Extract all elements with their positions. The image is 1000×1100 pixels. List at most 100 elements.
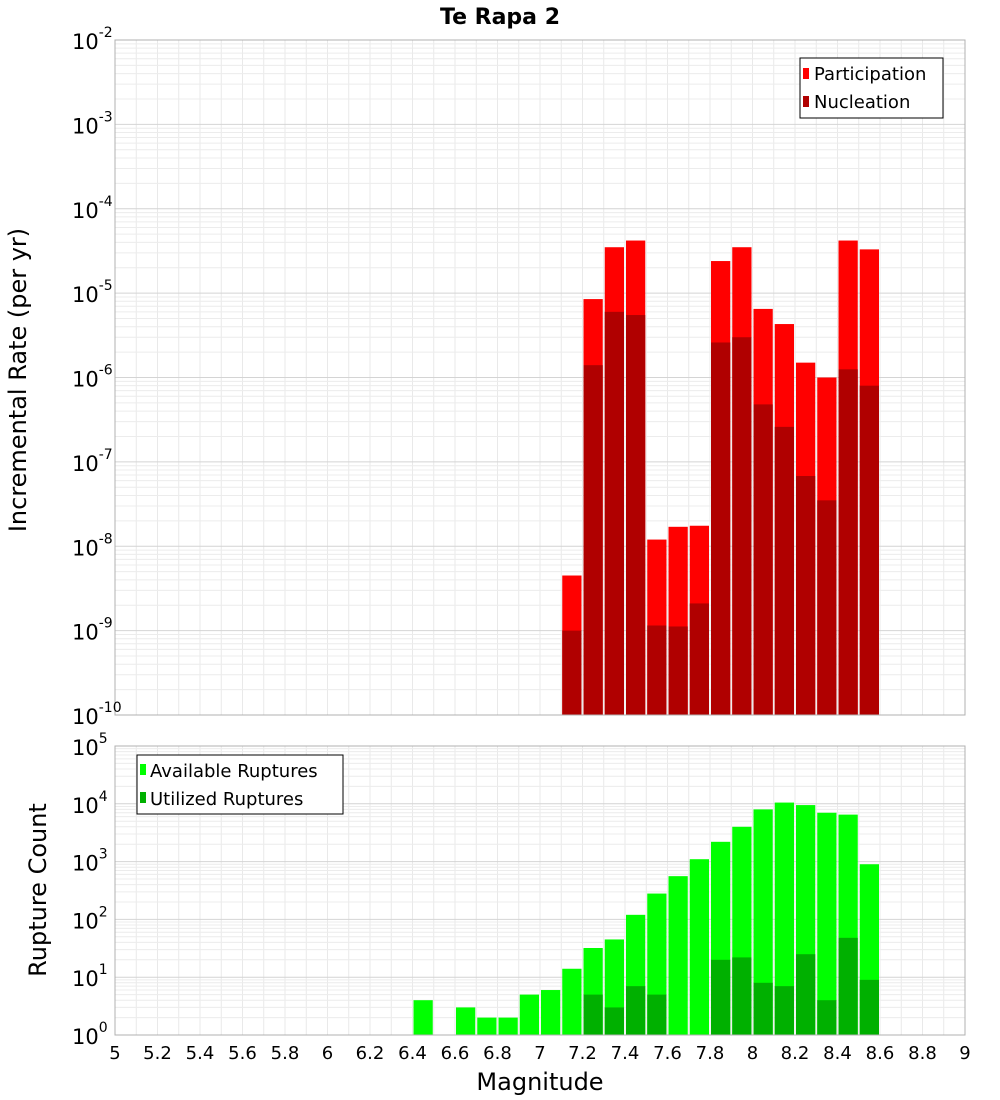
- x-tick-label: 6.4: [398, 1043, 427, 1064]
- bar-available-ruptures: [498, 1017, 518, 1035]
- x-tick-label: 8.6: [866, 1043, 895, 1064]
- count-legend: Available Ruptures Utilized Ruptures: [136, 754, 344, 815]
- bar-nucleation: [562, 630, 582, 715]
- legend-label-utilized: Utilized Ruptures: [150, 789, 303, 810]
- count-y-axis-label: Rupture Count: [24, 803, 52, 977]
- y-tick-label: 103: [72, 847, 108, 876]
- x-tick-label: 9: [959, 1043, 970, 1064]
- x-tick-label: 6.8: [483, 1043, 512, 1064]
- y-tick-label: 105: [72, 731, 108, 760]
- x-tick-label: 5.6: [228, 1043, 257, 1064]
- y-tick-label: 10-6: [72, 363, 113, 392]
- bar-nucleation: [859, 385, 879, 715]
- bar-available-ruptures: [456, 1007, 476, 1035]
- x-tick-label: 8.2: [781, 1043, 810, 1064]
- bar-utilized-ruptures: [583, 994, 603, 1035]
- bar-available-ruptures: [413, 1000, 433, 1035]
- rate-panel: 10-2 10-3 10-4 10-5 10-6 10-7 10-8 10-9 10-10 In…: [4, 25, 966, 729]
- rate-bars: [562, 240, 879, 716]
- x-tick-label: 5.2: [143, 1043, 172, 1064]
- bar-utilized-ruptures: [732, 957, 752, 1035]
- bar-available-ruptures: [562, 968, 582, 1035]
- legend-swatch-nucleation: [803, 96, 809, 107]
- y-tick-label: 104: [72, 789, 108, 818]
- rate-legend: Participation Nucleation: [799, 57, 944, 119]
- rate-legend-box: [799, 57, 944, 119]
- bar-utilized-ruptures: [647, 994, 667, 1035]
- y-tick-label: 10-7: [72, 447, 113, 476]
- x-tick-label: 7.4: [611, 1043, 640, 1064]
- bar-utilized-ruptures: [859, 979, 879, 1035]
- bar-available-ruptures: [477, 1017, 497, 1035]
- y-tick-label: 10-5: [72, 278, 113, 307]
- y-tick-label: 10-10: [72, 700, 122, 729]
- y-tick-label: 10-8: [72, 531, 113, 560]
- count-bars: [413, 802, 879, 1035]
- bar-nucleation: [753, 404, 773, 715]
- bar-utilized-ruptures: [753, 982, 773, 1035]
- x-tick-label: 5: [109, 1043, 120, 1064]
- bar-utilized-ruptures: [817, 1000, 837, 1035]
- y-tick-label: 10-3: [72, 109, 113, 138]
- count-y-tick-labels: 105 104 103 102 101 100: [72, 731, 108, 1049]
- x-tick-label: 8: [747, 1043, 758, 1064]
- x-tick-label: 7.8: [696, 1043, 725, 1064]
- x-tick-label: 7.2: [568, 1043, 597, 1064]
- magnitude-tick-labels: 5 5.2 5.4 5.6 5.8 6 6.2 6.4 6.6 6.8 7 7.2 7.4 7.6 7.8 8…: [109, 1043, 970, 1064]
- bar-nucleation: [817, 500, 837, 715]
- bar-nucleation: [732, 337, 752, 715]
- rate-y-tick-labels: 10-2 10-3 10-4 10-5 10-6 10-7 10-8 10-9 10-10: [72, 25, 122, 729]
- bar-nucleation: [647, 625, 667, 715]
- x-tick-label: 8.4: [823, 1043, 852, 1064]
- y-tick-label: 10-9: [72, 616, 113, 645]
- bar-nucleation: [711, 342, 731, 715]
- y-tick-label: 102: [72, 904, 108, 933]
- x-tick-label: 8.8: [908, 1043, 937, 1064]
- x-tick-label: 5.8: [271, 1043, 300, 1064]
- legend-swatch-available: [140, 764, 146, 775]
- bar-nucleation: [774, 426, 794, 715]
- bar-available-ruptures: [689, 859, 709, 1035]
- x-tick-label: 6.6: [441, 1043, 470, 1064]
- bar-available-ruptures: [817, 812, 837, 1035]
- rate-y-axis-label: Incremental Rate (per yr): [4, 228, 32, 532]
- bar-utilized-ruptures: [711, 959, 731, 1035]
- legend-label-nucleation: Nucleation: [814, 92, 910, 113]
- bar-nucleation: [604, 311, 624, 715]
- bar-utilized-ruptures: [626, 986, 646, 1035]
- count-panel: 105 104 103 102 101 100 5 5.2 5.4 5.6 5.8 6 6.2 6.4 6…: [24, 731, 971, 1096]
- bar-nucleation: [626, 315, 646, 715]
- count-legend-box: [136, 754, 344, 815]
- bar-nucleation: [838, 369, 858, 715]
- y-tick-label: 10-4: [72, 194, 113, 223]
- bar-available-ruptures: [668, 876, 688, 1035]
- rate-plot-frame: [114, 39, 966, 716]
- chart-title: Te Rapa 2: [440, 5, 560, 30]
- bar-available-ruptures: [753, 809, 773, 1035]
- legend-swatch-participation: [803, 68, 809, 79]
- bar-utilized-ruptures: [838, 937, 858, 1035]
- legend-label-available: Available Ruptures: [150, 761, 318, 782]
- x-tick-label: 5.4: [186, 1043, 215, 1064]
- y-tick-label: 101: [72, 962, 108, 991]
- bar-nucleation: [796, 476, 816, 715]
- bar-available-ruptures: [541, 990, 561, 1035]
- bar-utilized-ruptures: [796, 954, 816, 1035]
- rate-grid: [115, 40, 965, 715]
- count-plot-frame: [114, 745, 966, 1036]
- x-axis-label: Magnitude: [476, 1068, 603, 1096]
- x-tick-label: 6.2: [356, 1043, 385, 1064]
- x-tick-label: 6: [322, 1043, 333, 1064]
- legend-label-participation: Participation: [814, 64, 926, 85]
- bar-utilized-ruptures: [774, 986, 794, 1035]
- bar-nucleation: [668, 626, 688, 715]
- bar-available-ruptures: [774, 802, 794, 1035]
- legend-swatch-utilized: [140, 792, 146, 803]
- y-tick-label: 10-2: [72, 25, 113, 54]
- x-tick-label: 7: [534, 1043, 545, 1064]
- bar-utilized-ruptures: [604, 1007, 624, 1035]
- bar-nucleation: [689, 603, 709, 715]
- x-tick-label: 7.6: [653, 1043, 682, 1064]
- y-tick-label: 100: [72, 1020, 108, 1049]
